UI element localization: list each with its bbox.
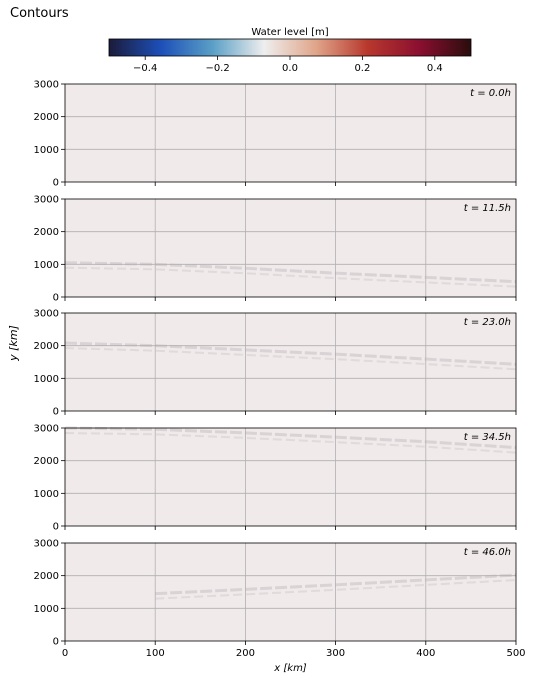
y-tick-label: 1000 (34, 489, 59, 500)
panel-background (65, 199, 516, 297)
wave-front-band (155, 579, 517, 600)
y-tick-label: 0 (53, 522, 59, 533)
x-axis-label: x [km] (273, 663, 307, 674)
panel-3: 0 1000 2000 3000 t = 23.0h (34, 309, 517, 418)
page-title: Contours (10, 6, 69, 21)
y-tick-label: 2000 (34, 456, 59, 467)
panel-frame (64, 198, 517, 298)
time-label: t = 11.5h (464, 203, 511, 214)
x-tick-label: 100 (146, 648, 165, 659)
panel-5: 0 1000 2000 3000 0 100 200 300 400 500 t = 46.0h (34, 539, 526, 660)
colorbar-label: Water level [m] (251, 27, 328, 38)
colorbar-tick-label: 0.4 (427, 63, 443, 74)
panel-frame (64, 542, 517, 642)
y-tick-label: 3000 (34, 80, 59, 91)
y-tick-label: 3000 (34, 195, 59, 206)
time-label: t = 0.0h (470, 88, 511, 99)
colorbar-tick-label: −0.4 (133, 63, 157, 74)
colorbar-tick-label: −0.2 (205, 63, 229, 74)
colorbar-tick-label: 0.2 (354, 63, 370, 74)
panel-frame (64, 312, 517, 412)
x-tick-label: 400 (416, 648, 435, 659)
wave-front-band (64, 426, 517, 450)
y-tick-label: 3000 (34, 309, 59, 320)
panel-frame (64, 427, 517, 527)
y-tick-label: 1000 (34, 374, 59, 385)
y-tick-label: 2000 (34, 341, 59, 352)
panel-2: 0 1000 2000 3000 t = 11.5h (34, 195, 517, 304)
y-tick-label: 0 (53, 407, 59, 418)
time-label: t = 23.0h (464, 317, 511, 328)
panel-1: 0 1000 2000 3000 t = 0.0h (34, 80, 517, 189)
wave-front-band (64, 432, 517, 454)
panel-4: 0 1000 2000 3000 t = 34.5h (34, 424, 517, 533)
colorbar: Water level [m] −0.4 −0.2 0.0 0.2 0.4 (108, 27, 472, 74)
x-tick-label: 500 (506, 648, 525, 659)
time-label: t = 46.0h (464, 547, 511, 558)
y-tick-label: 3000 (34, 424, 59, 435)
x-tick-label: 300 (326, 648, 345, 659)
time-label: t = 34.5h (464, 432, 511, 443)
y-tick-label: 2000 (34, 112, 59, 123)
colorbar-gradient (108, 38, 472, 57)
wave-front-band (64, 341, 517, 366)
y-tick-label: 1000 (34, 604, 59, 615)
y-axis-label: y [km] (7, 325, 20, 362)
y-tick-label: 0 (53, 178, 59, 189)
panel-frame (64, 83, 517, 183)
x-tick-label: 200 (236, 648, 255, 659)
panel-background (65, 84, 516, 182)
y-tick-label: 0 (53, 637, 59, 648)
wave-front-band (64, 266, 517, 288)
axis-labels: x [km] y [km] (7, 325, 307, 674)
panel-background (65, 313, 516, 411)
y-tick-label: 2000 (34, 227, 59, 238)
y-tick-label: 1000 (34, 145, 59, 156)
y-tick-label: 2000 (34, 571, 59, 582)
colorbar-tick-label: 0.0 (282, 63, 298, 74)
y-tick-label: 1000 (34, 260, 59, 271)
wave-front-band (64, 347, 517, 371)
panel-background (65, 428, 516, 526)
y-tick-label: 3000 (34, 539, 59, 550)
x-tick-label: 0 (62, 648, 68, 659)
y-tick-label: 0 (53, 293, 59, 304)
